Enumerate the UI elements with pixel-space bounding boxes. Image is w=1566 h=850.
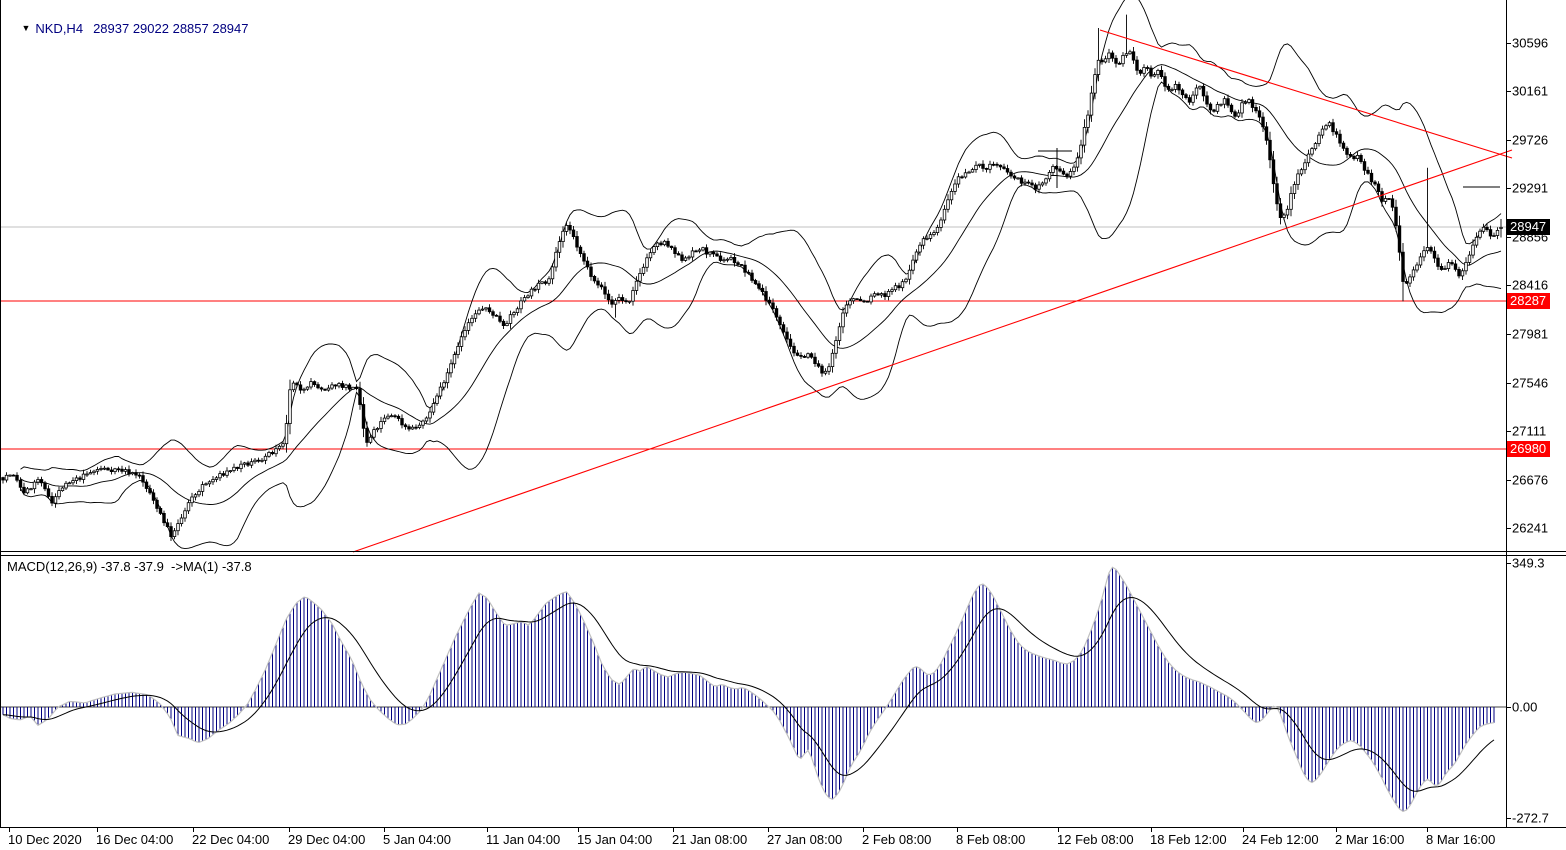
candles bbox=[1, 14, 1503, 541]
bollinger-upper-band bbox=[20, 0, 1502, 472]
macd-signal-line bbox=[2, 596, 1495, 792]
chart-header: ▼ NKD,H4 28937 29022 28857 28947 bbox=[7, 6, 249, 51]
price-axis-label: 27111 bbox=[1512, 423, 1547, 439]
time-axis-label: 8 Feb 08:00 bbox=[956, 832, 1026, 847]
macd-axis-label: 0.00 bbox=[1512, 699, 1538, 715]
alert-price-badge: 28287 bbox=[1507, 293, 1551, 309]
price-panel[interactable] bbox=[0, 0, 1506, 550]
panel-borders bbox=[0, 0, 1566, 832]
bollinger-lower-band bbox=[20, 81, 1502, 550]
symbol-timeframe: NKD,H4 bbox=[35, 21, 84, 36]
time-axis-label: 10 Dec 2020 bbox=[8, 832, 82, 847]
time-axis-label: 8 Mar 16:00 bbox=[1426, 832, 1496, 847]
bollinger-middle-band bbox=[20, 64, 1502, 505]
symbol-dropdown-icon[interactable]: ▼ bbox=[21, 23, 31, 33]
time-axis-label: 22 Dec 04:00 bbox=[192, 832, 270, 847]
ohlc-values: 28937 29022 28857 28947 bbox=[93, 21, 249, 36]
time-axis-label: 12 Feb 08:00 bbox=[1057, 832, 1134, 847]
macd-histogram bbox=[2, 567, 1495, 812]
time-axis-label: 27 Jan 08:00 bbox=[767, 832, 843, 847]
trendline[interactable] bbox=[1099, 29, 1513, 159]
macd-ma1-envelope-line bbox=[2, 566, 1495, 813]
macd-panel[interactable] bbox=[0, 566, 1506, 813]
time-axis-label: 2 Mar 16:00 bbox=[1335, 832, 1405, 847]
time-axis-label: 24 Feb 12:00 bbox=[1242, 832, 1319, 847]
time-axis[interactable]: 10 Dec 2020 16 Dec 04:00 22 Dec 04:00 29 De… bbox=[0, 828, 1566, 850]
price-axis-label: 30161 bbox=[1512, 83, 1549, 99]
price-axis-label: 27981 bbox=[1512, 326, 1549, 342]
price-axis-label: 26676 bbox=[1512, 472, 1549, 488]
macd-axis-label: -272.7 bbox=[1512, 810, 1549, 826]
macd-axis-label: 349.3 bbox=[1512, 555, 1545, 571]
price-axis-label: 29291 bbox=[1512, 180, 1549, 196]
time-axis-label: 18 Feb 12:00 bbox=[1150, 832, 1227, 847]
time-axis-label: 2 Feb 08:00 bbox=[862, 832, 932, 847]
time-axis-label: 11 Jan 04:00 bbox=[486, 832, 561, 847]
price-axis-label: 28416 bbox=[1512, 277, 1549, 293]
time-axis-label: 5 Jan 04:00 bbox=[383, 832, 451, 847]
time-axis-label: 16 Dec 04:00 bbox=[96, 832, 174, 847]
price-axis-label: 26241 bbox=[1512, 520, 1549, 536]
trendline[interactable] bbox=[352, 149, 1513, 553]
alert-price-badge: 26980 bbox=[1507, 441, 1551, 457]
price-axis-label: 30596 bbox=[1512, 35, 1549, 51]
price-axis[interactable]: 30596 30161 29726 29291 28856 28416 27981 27546… bbox=[1506, 0, 1566, 828]
time-axis-label: 29 Dec 04:00 bbox=[288, 832, 366, 847]
price-axis-label: 29726 bbox=[1512, 132, 1549, 148]
macd-indicator-label: MACD(12,26,9) -37.8 -37.9 ->MA(1) -37.8 bbox=[7, 559, 252, 574]
time-axis-label: 15 Jan 04:00 bbox=[577, 832, 653, 847]
current-price-badge: 28947 bbox=[1507, 219, 1551, 235]
time-axis-label: 21 Jan 08:00 bbox=[672, 832, 748, 847]
price-axis-label: 27546 bbox=[1512, 375, 1549, 391]
